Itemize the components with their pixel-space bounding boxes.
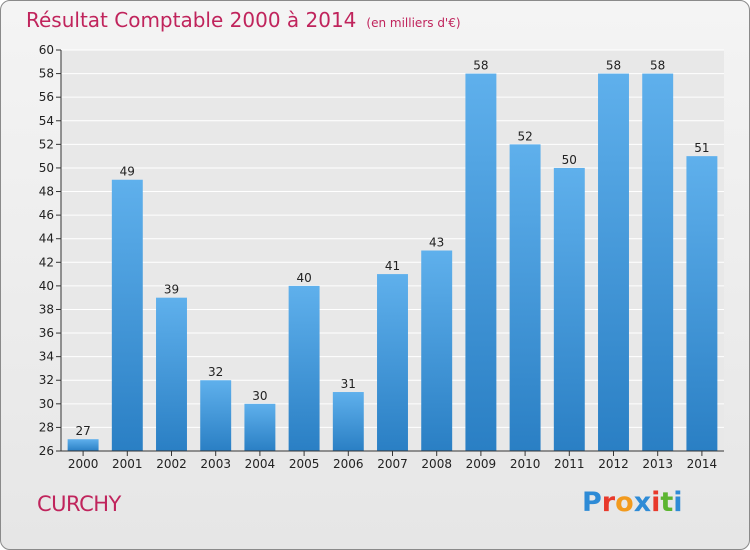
town-name: CURCHY xyxy=(37,492,121,516)
data-label-2003: 32 xyxy=(208,365,223,379)
data-label-2010: 52 xyxy=(517,129,532,143)
data-label-2006: 31 xyxy=(341,377,356,391)
x-tick-label-2002: 2002 xyxy=(156,457,187,471)
data-label-2004: 30 xyxy=(252,389,267,403)
bar-2006 xyxy=(332,392,364,451)
y-tick-label: 48 xyxy=(39,185,54,199)
x-tick-label-2012: 2012 xyxy=(598,457,629,471)
x-tick-label-2007: 2007 xyxy=(377,457,408,471)
bar-2010 xyxy=(509,144,541,451)
y-tick-label: 46 xyxy=(39,208,54,222)
bar-2013 xyxy=(642,73,674,452)
bar-2012 xyxy=(598,73,629,452)
data-label-2002: 39 xyxy=(164,283,179,297)
data-label-2001: 49 xyxy=(120,165,135,179)
logo-letter: x xyxy=(633,487,652,518)
x-tick-label-2008: 2008 xyxy=(421,457,452,471)
x-tick-label-2010: 2010 xyxy=(510,457,541,471)
x-tick-label-2005: 2005 xyxy=(289,457,320,471)
y-tick-label: 28 xyxy=(39,420,54,434)
y-tick-label: 52 xyxy=(39,137,54,151)
x-tick-label-2001: 2001 xyxy=(112,457,143,471)
y-tick-label: 56 xyxy=(39,90,54,104)
logo-letter: i xyxy=(651,487,661,518)
y-tick-label: 34 xyxy=(39,350,54,364)
bar-2001 xyxy=(111,179,143,451)
y-tick-label: 30 xyxy=(39,397,54,411)
bar-2011 xyxy=(553,167,585,452)
data-label-2012: 58 xyxy=(606,59,621,73)
bar-2004 xyxy=(244,403,276,451)
data-label-2011: 50 xyxy=(562,153,577,167)
bars: 27 49 39 32 30 40 31 41 43 58 52 50 58 58 51 xyxy=(67,59,718,452)
x-tick-label-2006: 2006 xyxy=(333,457,364,471)
data-label-2014: 51 xyxy=(694,141,709,155)
logo-letter: i xyxy=(673,487,683,518)
data-label-2009: 58 xyxy=(473,59,488,73)
data-label-2008: 43 xyxy=(429,236,444,250)
y-tick-label: 42 xyxy=(39,255,54,269)
y-tick-label: 54 xyxy=(39,114,54,128)
bar-2000 xyxy=(67,439,99,451)
y-tick-label: 26 xyxy=(39,444,54,458)
bar-2009 xyxy=(465,73,497,452)
bar-2002 xyxy=(156,297,187,451)
bar-2008 xyxy=(421,250,453,451)
logo-letter: P xyxy=(582,487,602,518)
data-label-2007: 41 xyxy=(385,259,400,273)
x-tick-label-2004: 2004 xyxy=(245,457,276,471)
y-tick-label: 32 xyxy=(39,373,54,387)
chart-title-block: Résultat Comptable 2000 à 2014 (en millie… xyxy=(26,8,461,32)
data-label-2000: 27 xyxy=(75,424,90,438)
x-tick-label-2009: 2009 xyxy=(466,457,497,471)
x-tick-label-2011: 2011 xyxy=(554,457,585,471)
y-tick-label: 44 xyxy=(39,232,54,246)
x-tick-label-2013: 2013 xyxy=(642,457,673,471)
data-label-2005: 40 xyxy=(296,271,311,285)
bar-2007 xyxy=(377,274,408,451)
logo-letter: t xyxy=(660,487,674,518)
y-tick-label: 50 xyxy=(39,161,54,175)
logo-letter: o xyxy=(615,487,634,518)
logo-letter: r xyxy=(601,487,616,518)
x-tick-label-2014: 2014 xyxy=(687,457,718,471)
y-tick-label: 38 xyxy=(39,302,54,316)
data-label-2013: 58 xyxy=(650,59,665,73)
proxiti-logo: Proxiti xyxy=(582,487,683,518)
chart-subtitle: (en milliers d'€) xyxy=(366,16,461,30)
axes: 26 28 30 32 34 36 38 40 42 44 46 48 50 52 54 56 58 60 2000… xyxy=(39,43,724,471)
y-tick-label: 58 xyxy=(39,67,54,81)
bar-2005 xyxy=(288,285,320,451)
x-tick-label-2000: 2000 xyxy=(68,457,99,471)
x-tick-label-2003: 2003 xyxy=(200,457,231,471)
bar-2003 xyxy=(200,380,232,451)
y-tick-label: 36 xyxy=(39,326,54,340)
y-tick-label: 40 xyxy=(39,279,54,293)
y-tick-label: 60 xyxy=(39,43,54,57)
chart-title: Résultat Comptable 2000 à 2014 xyxy=(26,8,357,32)
bar-2014 xyxy=(686,156,718,451)
